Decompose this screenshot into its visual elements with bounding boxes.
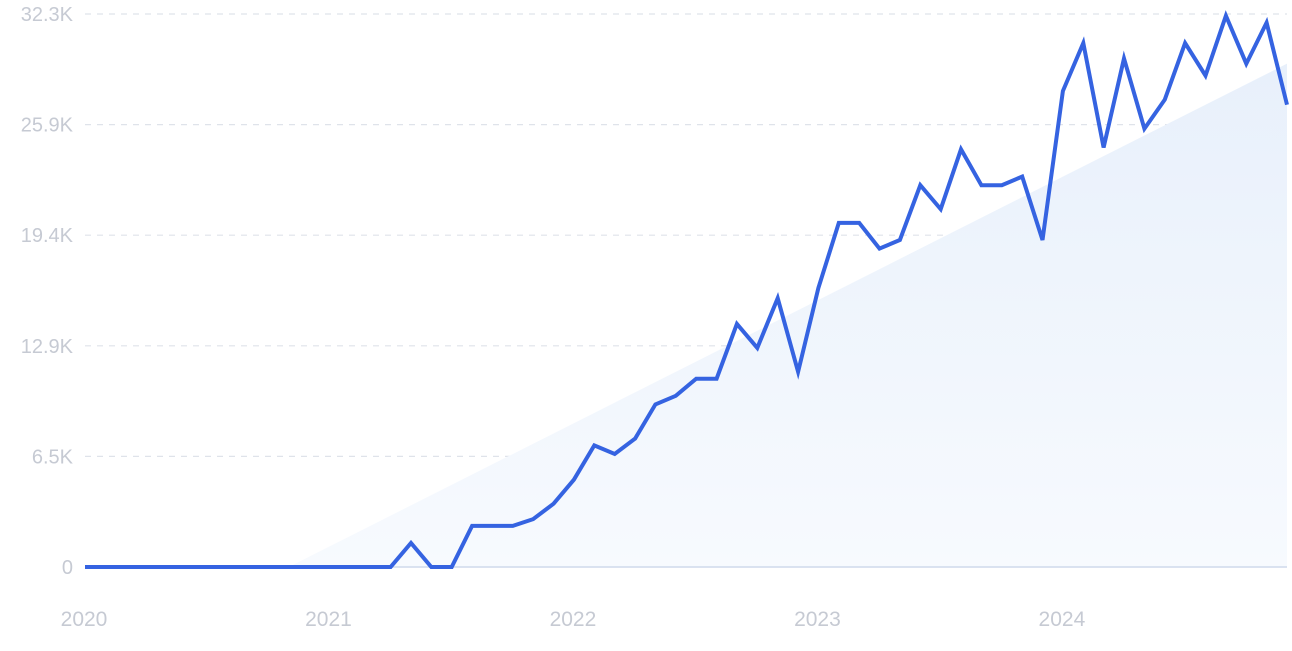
trend-area [288, 63, 1287, 568]
y-tick-label: 19.4K [21, 225, 74, 247]
series-line [85, 10, 1289, 569]
x-axis-tick-labels: 2020 2021 2022 2023 2024 [61, 608, 1086, 631]
y-tick-label: 0 [62, 557, 73, 579]
x-tick-label: 2020 [61, 608, 108, 631]
y-axis-tick-labels: 0 6.5K 12.9K 19.4K 25.9K 32.3K [21, 4, 74, 579]
series-line-layer [85, 10, 1289, 569]
x-tick-label: 2023 [794, 608, 841, 631]
y-tick-label: 6.5K [32, 446, 74, 468]
x-tick-label: 2024 [1039, 608, 1086, 631]
trend-area-shape [288, 63, 1287, 568]
y-tick-label: 12.9K [21, 336, 74, 358]
x-tick-label: 2022 [550, 608, 597, 631]
y-tick-label: 25.9K [21, 115, 74, 137]
x-tick-label: 2021 [305, 608, 352, 631]
y-tick-label: 32.3K [21, 4, 74, 26]
